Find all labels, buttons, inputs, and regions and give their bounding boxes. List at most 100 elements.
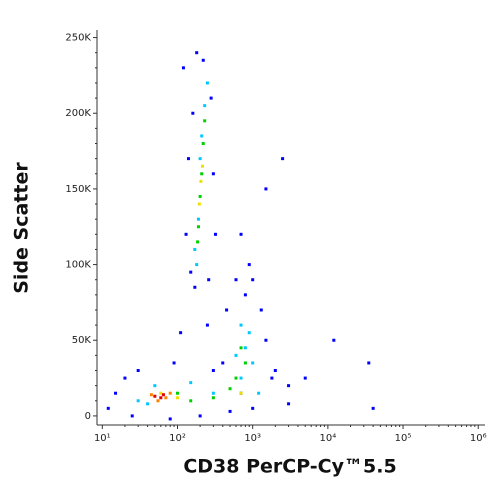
point (198, 157, 202, 161)
x-axis-title: CD38 PerCP-Cy™5.5 (183, 456, 396, 478)
point (221, 361, 225, 365)
point (371, 406, 375, 410)
point (205, 81, 209, 85)
point (191, 111, 195, 115)
point (281, 157, 285, 161)
point (197, 202, 201, 206)
point (106, 406, 110, 410)
point (149, 393, 153, 397)
point (209, 96, 213, 100)
point (156, 399, 160, 403)
point (203, 119, 207, 123)
point (201, 142, 205, 146)
point (234, 376, 238, 380)
point (264, 338, 268, 342)
y-tick-label: 200K (65, 108, 91, 119)
point (247, 263, 251, 267)
point (211, 172, 215, 176)
point (184, 232, 188, 236)
y-tick-label: 250K (65, 33, 91, 44)
point (211, 369, 215, 373)
point (251, 278, 255, 282)
point (123, 376, 127, 380)
point (196, 217, 200, 221)
point (153, 384, 157, 388)
point (175, 391, 179, 395)
point (243, 346, 247, 350)
point (159, 391, 163, 395)
point (201, 58, 205, 62)
point (264, 187, 268, 191)
point (239, 391, 243, 395)
point (172, 361, 176, 365)
y-tick-label: 150K (65, 184, 91, 195)
point (200, 164, 204, 168)
point (136, 399, 140, 403)
point (247, 331, 251, 335)
point (203, 104, 207, 108)
point (205, 323, 209, 327)
point (195, 51, 199, 55)
x-tick-label: 10³ (244, 433, 261, 444)
x-tick-label: 10² (169, 433, 186, 444)
x-tick-label: 10⁵ (395, 433, 412, 444)
point (259, 308, 263, 312)
point (199, 179, 203, 183)
y-tick-label: 50K (72, 335, 92, 346)
point (195, 263, 199, 267)
point (196, 225, 200, 229)
point (270, 376, 274, 380)
point (257, 391, 261, 395)
point (198, 414, 202, 418)
point (239, 346, 243, 350)
point (136, 369, 140, 373)
point (251, 361, 255, 365)
point (287, 384, 291, 388)
y-tick-label: 100K (65, 260, 91, 271)
point (239, 232, 243, 236)
point (168, 417, 172, 421)
point (200, 134, 204, 138)
point (225, 308, 229, 312)
point (193, 285, 197, 289)
y-tick-label: 0 (85, 411, 91, 422)
point (186, 157, 190, 161)
point (213, 232, 217, 236)
point (198, 194, 202, 198)
point (228, 387, 232, 391)
x-tick-label: 10¹ (94, 433, 111, 444)
point (239, 323, 243, 327)
point (175, 396, 179, 400)
point (181, 66, 185, 70)
point (161, 393, 165, 397)
point (207, 278, 211, 282)
x-tick-label: 10⁶ (470, 433, 487, 444)
point (179, 331, 183, 335)
x-tick-label: 10⁴ (319, 433, 336, 444)
point (146, 402, 150, 406)
point (243, 361, 247, 365)
point (228, 409, 232, 413)
point (234, 278, 238, 282)
point (211, 391, 215, 395)
point (189, 270, 193, 274)
point (211, 396, 215, 400)
point (189, 381, 193, 385)
point (243, 293, 247, 297)
point (303, 376, 307, 380)
point (159, 396, 163, 400)
point (234, 353, 238, 357)
point (287, 402, 291, 406)
point (200, 172, 204, 176)
point (168, 391, 172, 395)
point (196, 240, 200, 244)
point (367, 361, 371, 365)
point (273, 369, 277, 373)
point (239, 376, 243, 380)
point (251, 406, 255, 410)
y-axis-title: Side Scatter (11, 162, 33, 294)
point (189, 399, 193, 403)
point (193, 247, 197, 251)
point (153, 394, 157, 398)
